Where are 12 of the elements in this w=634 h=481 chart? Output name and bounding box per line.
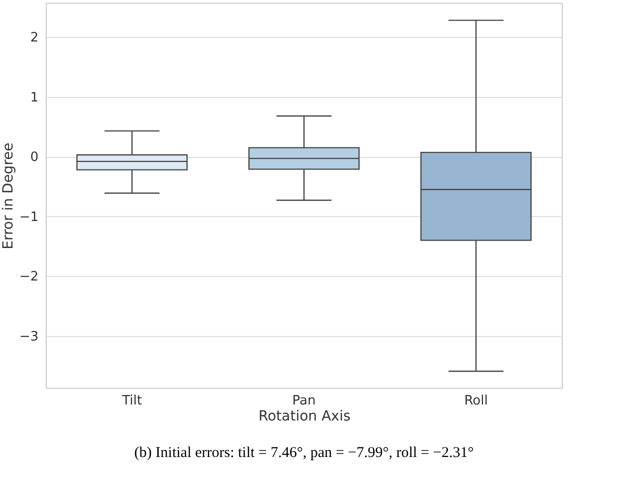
x-axis-title: Rotation Axis: [258, 408, 351, 424]
y-tick-label: −3: [19, 329, 38, 344]
x-tick-label: Tilt: [121, 394, 142, 408]
x-tick-label: Roll: [464, 394, 488, 408]
y-tick-label: 1: [30, 90, 38, 106]
y-tick-label: −2: [19, 270, 38, 285]
text: (b) Initial errors: tilt = 7.46°, pan = −7.99°, roll = −2.31°: [134, 445, 474, 461]
y-tick-label: −1: [19, 210, 38, 225]
y-tick-label: 0: [30, 150, 38, 166]
x-tick-label: Pan: [292, 394, 316, 408]
y-axis-title: Error in Degree: [0, 142, 16, 250]
y-tick-label: 2: [30, 30, 38, 46]
